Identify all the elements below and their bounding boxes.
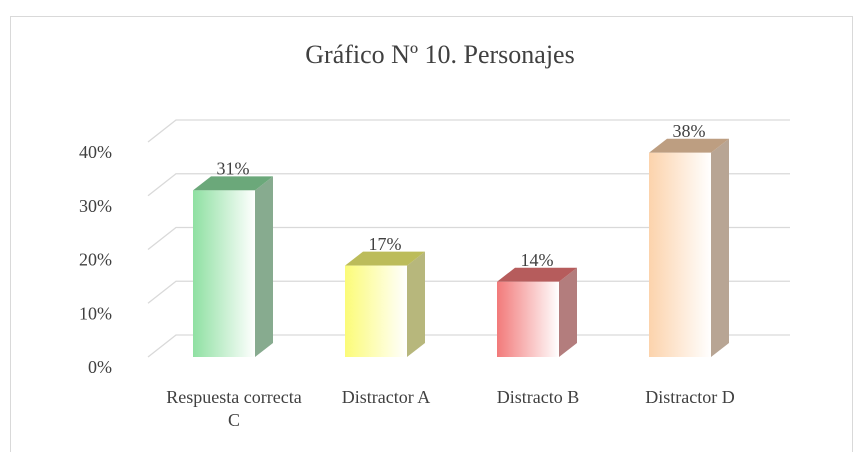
bar-side: [255, 176, 273, 357]
chart-title: Gráfico Nº 10. Personajes: [305, 40, 574, 69]
bar-front: [193, 190, 255, 357]
value-label: 17%: [369, 234, 402, 254]
y-tick-label: 20%: [79, 250, 112, 270]
bar-front: [497, 281, 559, 357]
y-tick-label: 0%: [88, 357, 112, 377]
y-tick-label: 10%: [79, 303, 112, 323]
grid-line: [147, 226, 790, 251]
grid-line: [147, 280, 790, 304]
grid-line: [147, 173, 790, 197]
bar-top: [497, 267, 577, 282]
bar-front: [649, 152, 711, 357]
bar-front: [345, 265, 407, 357]
x-tick-label: Distracto B: [496, 387, 580, 407]
grid-line: [147, 334, 790, 358]
bar: [345, 251, 425, 357]
bar-side: [711, 138, 729, 357]
bar-top: [193, 176, 273, 191]
y-tick-label: 40%: [79, 142, 112, 162]
bar-top: [345, 251, 425, 266]
x-tick-label: Respuesta correcta C: [166, 387, 302, 430]
grid-line: [147, 119, 790, 143]
y-tick-label: 30%: [79, 196, 112, 216]
bar: [649, 138, 729, 357]
value-label: 38%: [673, 121, 706, 141]
value-label: 31%: [217, 159, 250, 179]
value-label: 14%: [521, 250, 554, 270]
bar-top: [649, 138, 729, 153]
bar: [497, 267, 577, 357]
bar: [193, 176, 273, 357]
x-tick-label: Distractor D: [645, 387, 735, 407]
bar-side: [407, 251, 425, 357]
x-tick-label: Distractor A: [341, 387, 431, 407]
bar-side: [559, 267, 577, 357]
